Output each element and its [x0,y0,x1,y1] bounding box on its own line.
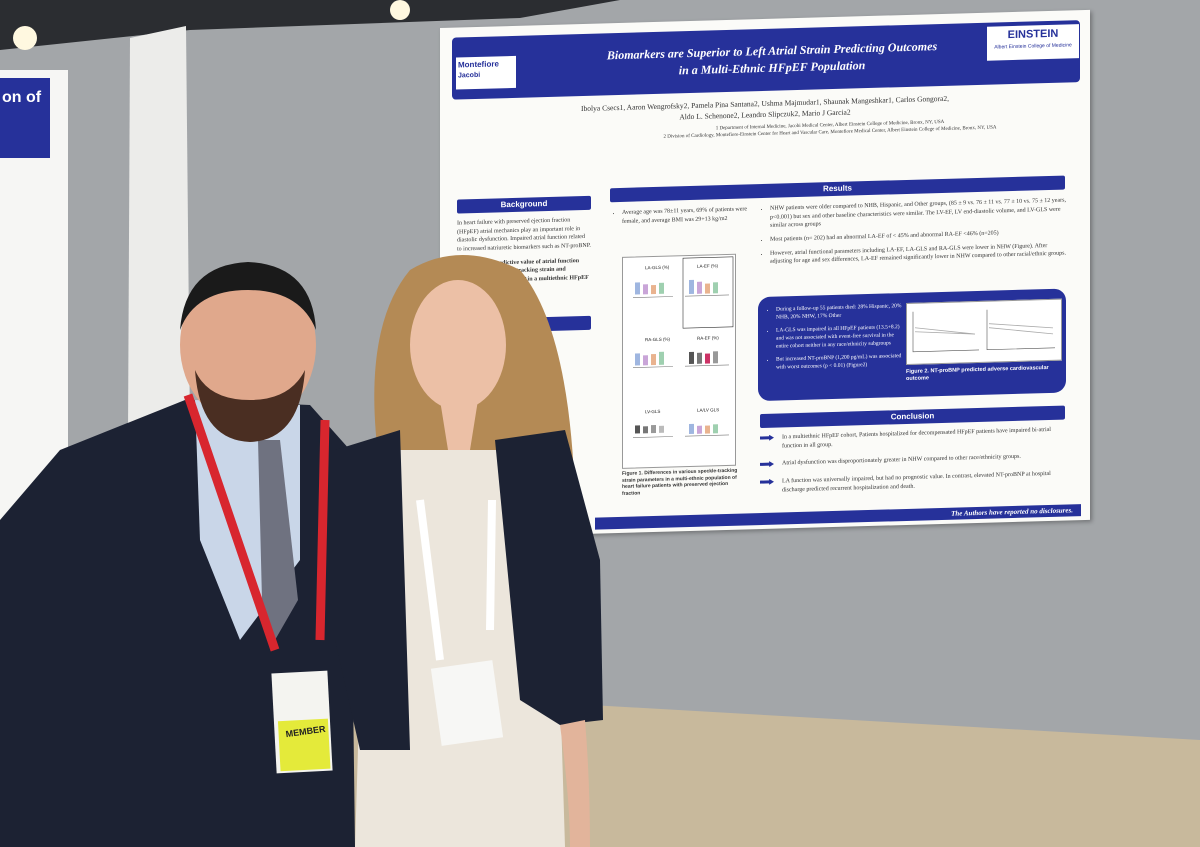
panel-label: RA-GLS (%) [645,337,670,343]
panel-label: LA-GLS (%) [645,265,670,271]
box-plots [635,279,718,435]
figure-2 [906,298,1062,365]
figure-2-plots [912,309,1055,353]
logo-left: Montefiore Jacobi [456,55,516,90]
bullet: NHW patients were older compared to NHB,… [770,197,1066,231]
ceiling [0,0,620,50]
poster: Montefiore Jacobi Biomarkers are Superior… [440,9,1090,538]
bullet: LA-GLS was impaired in all HFpEF patient… [776,324,906,352]
poster-header: Montefiore Jacobi Biomarkers are Superior… [452,20,1080,100]
section-heading: Conclusion [760,405,1065,429]
results-box: During a follow-up 55 patients died: 28%… [758,288,1066,402]
logo-subtext: Albert Einstein College of Medicine [994,42,1072,51]
ceiling-light [390,0,410,20]
conclusion-list: In a multiethnic HFpEF cohort, Patients … [760,426,1065,505]
figure-1: LA-GLS (%) LA-EF (%) RA-GLS (%) RA-EF (%… [622,253,736,469]
results-right: NHW patients were older compared to NHB,… [758,197,1066,273]
results-left: Average age was 78±11 years, 69% of pati… [610,205,750,231]
section-heading: Methods [457,315,591,334]
bullet: During a follow-up 55 patients died: 28%… [776,303,906,323]
bullet: But increased NT-proBNP (1,200 pg/mL) wa… [776,353,906,373]
panel-label: LV-GLS [645,409,660,414]
figure-1-plots: LA-GLS (%) LA-EF (%) RA-GLS (%) RA-EF (%… [633,256,734,438]
panel-frame [682,256,734,329]
axis-lines [633,294,729,438]
panel-label: RA-EF (%) [697,335,719,341]
side-poster-header [0,78,50,158]
pillar [128,26,190,436]
bullet: Average age was 78±11 years, 69% of pati… [622,205,750,226]
ceiling-light [13,26,37,50]
paragraph: In heart failure with preserved ejection… [457,217,591,253]
paragraph: We aimed the predictive value of atrial … [457,257,589,294]
section-heading: Background [457,195,591,214]
poster-title: Biomarkers are Superior to Left Atrial S… [572,37,972,83]
figure-1-caption: Figure 1. Differences in various speckle… [622,467,738,497]
conclusion-item: In a multiethnic HFpEF cohort, Patients … [760,426,1065,452]
logo-subtext: Jacobi [458,71,481,80]
conclusion-item: LA function was universally impaired, bu… [760,470,1065,496]
logo-right: EINSTEIN Albert Einstein College of Medic… [987,24,1079,61]
background-text: In heart failure with preserved ejection… [457,216,591,295]
panel-label: LA/LV GLS [697,407,719,413]
conclusion-item: Atrial dysfunction was disproportionatel… [760,452,1065,469]
bullet: However, atrial functional parameters in… [770,241,1066,267]
panel-label: LA-EF (%) [697,263,718,269]
figure-2-caption: Figure 2. NT-proBNP predicted adverse ca… [906,364,1049,383]
side-poster-title: on of [2,89,42,106]
